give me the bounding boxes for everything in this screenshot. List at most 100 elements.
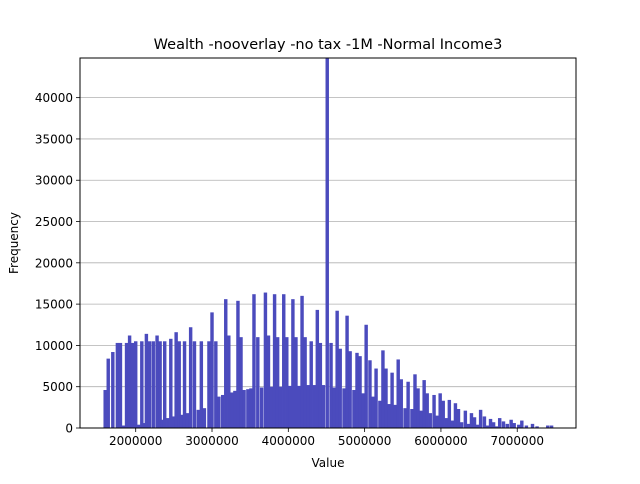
x-axis-label: Value: [312, 456, 345, 470]
histogram-bar-10: [137, 424, 141, 428]
histogram-bar-124: [497, 418, 502, 428]
histogram-bar-53: [272, 294, 277, 428]
histogram-bar-79: [355, 352, 359, 428]
histogram-bar-67: [315, 309, 320, 428]
histogram-bar-90: [390, 372, 394, 428]
histogram-bar-120: [485, 425, 490, 428]
x-tick-label-5: 7000000: [491, 434, 544, 448]
histogram-bar-128: [512, 423, 516, 428]
y-tick-label-8: 40000: [35, 91, 73, 105]
histogram-bar-100: [422, 380, 426, 428]
histogram-bar-28: [188, 327, 193, 428]
y-tick-label-4: 20000: [35, 256, 73, 270]
y-tick-label-3: 15000: [35, 298, 73, 312]
y-tick-label-1: 5000: [42, 380, 73, 394]
histogram-bar-1: [106, 358, 110, 428]
histogram-bar-30: [196, 409, 200, 428]
histogram-bar-46: [249, 388, 253, 428]
histogram-bar-34: [210, 312, 214, 428]
histogram-bar-19: [162, 341, 167, 428]
histogram-bar-36: [217, 396, 221, 428]
histogram-bar-95: [406, 381, 410, 428]
histogram-bar-13: [144, 333, 149, 428]
histogram-bar-73: [335, 310, 339, 428]
histogram-bar-42: [236, 300, 240, 428]
histogram-bar-103: [432, 394, 436, 428]
x-tick-label-2: 4000000: [262, 434, 315, 448]
histogram-bar-60: [294, 337, 298, 428]
histogram-bar-96: [410, 409, 414, 428]
histogram-bar-106: [441, 400, 445, 428]
histogram-bar-127: [509, 419, 513, 428]
histogram-bar-123: [494, 426, 499, 428]
histogram-bar-43: [239, 337, 243, 428]
histogram-bar-47: [252, 294, 256, 428]
histogram-bar-84: [371, 396, 375, 428]
x-tick-label-3: 5000000: [338, 434, 391, 448]
x-tick-label-4: 6000000: [414, 434, 467, 448]
histogram-bar-24: [177, 341, 181, 428]
histogram-bar-97: [413, 374, 417, 428]
histogram-bar-135: [549, 425, 554, 428]
x-tick-label-1: 3000000: [185, 434, 238, 448]
histogram-bar-66: [312, 385, 316, 428]
histogram-bar-71: [329, 342, 333, 428]
histogram-bar-25: [179, 414, 184, 428]
histogram-bar-99: [419, 410, 423, 428]
histogram-bar-82: [364, 324, 368, 428]
y-axis-ticks: 0 5000 10000 15000 20000 25000 30000 35000 40000: [35, 91, 80, 436]
histogram-bar-80: [358, 356, 362, 428]
histogram-bar-117: [475, 424, 480, 428]
histogram-bar-83: [368, 360, 372, 428]
y-tick-label-6: 30000: [35, 174, 73, 188]
histogram-bar-72: [332, 387, 336, 428]
histogram-bar-87: [381, 350, 385, 428]
histogram-bar-75: [342, 388, 346, 428]
histogram-bar-89: [387, 404, 391, 428]
histogram-bar-70: [325, 58, 329, 428]
histogram-bar-92: [396, 359, 400, 428]
histogram-bar-37: [220, 394, 225, 428]
histogram-bar-132: [530, 423, 535, 428]
histogram-bar-98: [416, 388, 420, 428]
histogram-bars: [103, 58, 554, 428]
histogram-bar-0: [103, 390, 107, 428]
histogram-bar-3: [115, 342, 120, 428]
histogram-bar-113: [463, 410, 468, 428]
histogram-bar-129: [517, 424, 521, 428]
histogram-bar-101: [425, 393, 429, 428]
histogram-bar-102: [428, 413, 432, 428]
histogram-bar-52: [269, 386, 274, 428]
histogram-bar-33: [207, 341, 211, 428]
chart-title: Wealth -nooverlay -no tax -1M -Normal In…: [154, 37, 503, 53]
histogram-bar-65: [309, 341, 313, 428]
histogram-bar-59: [291, 299, 295, 428]
y-axis-label: Frequency: [7, 212, 21, 274]
histogram-bar-31: [199, 341, 204, 428]
histogram-bar-45: [246, 389, 250, 428]
x-axis-ticks: 2000000 3000000 4000000 5000000 6000000 70000…: [109, 428, 544, 448]
histogram-bar-21: [169, 338, 173, 428]
histogram-bar-130: [520, 420, 524, 428]
histogram-bar-54: [275, 337, 280, 428]
histogram-bar-121: [488, 418, 493, 428]
histogram-bar-63: [303, 337, 307, 428]
histogram-bar-109: [450, 420, 455, 428]
histogram-bar-125: [501, 421, 506, 428]
y-tick-label-7: 35000: [35, 132, 73, 146]
histogram-bar-78: [352, 390, 356, 428]
histogram-bar-26: [182, 341, 187, 428]
histogram-bar-27: [185, 413, 190, 428]
histogram-bar-5: [121, 425, 126, 428]
histogram-bar-108: [447, 399, 452, 428]
histogram-bar-118: [478, 409, 483, 428]
y-tick-label-2: 10000: [35, 339, 73, 353]
histogram-bar-50: [263, 292, 268, 428]
histogram-bar-69: [321, 385, 326, 428]
histogram-bar-41: [233, 390, 237, 428]
histogram-bar-4: [118, 342, 123, 428]
histogram-bar-14: [147, 341, 152, 428]
histogram-bar-51: [266, 335, 271, 428]
